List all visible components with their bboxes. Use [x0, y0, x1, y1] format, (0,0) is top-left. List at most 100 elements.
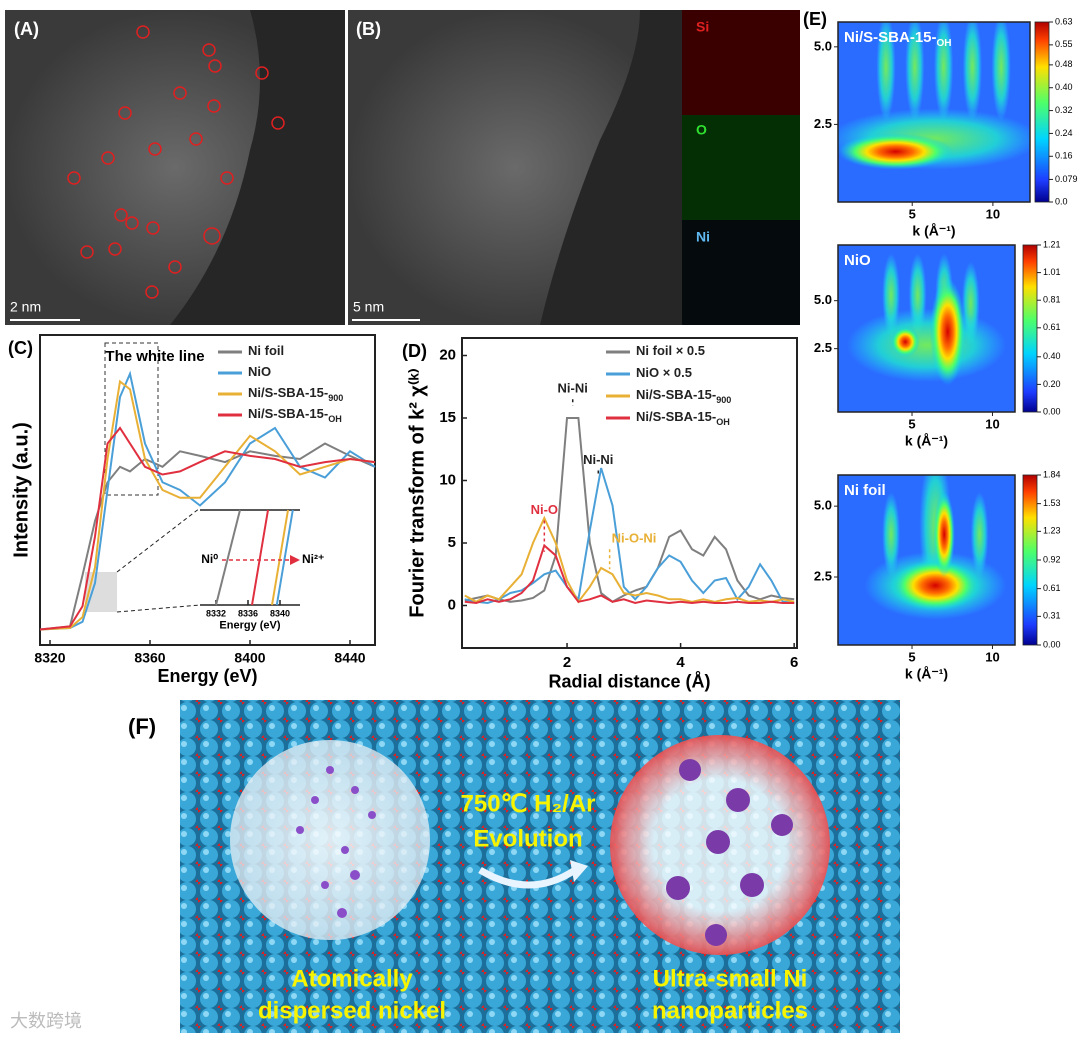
- panel-label: (C): [8, 338, 33, 358]
- series-line: [39, 442, 376, 631]
- single-atoms: [296, 766, 376, 918]
- map-texture: [864, 475, 1007, 620]
- panel-label: (D): [402, 341, 427, 361]
- colorbar-tick-label: 0.61: [1043, 322, 1061, 332]
- annotation: Ni-O: [531, 502, 558, 517]
- condition-label: Evolution: [473, 825, 582, 852]
- x-tick-label: 6: [790, 654, 798, 671]
- y-tick-label: 20: [439, 346, 456, 363]
- legend-name: Ni/S-SBA-15-: [248, 406, 328, 421]
- annotation: Ni-Ni: [558, 381, 588, 396]
- map-ni: [682, 220, 800, 325]
- plot-frame: [837, 244, 1016, 413]
- colorbar-tick-label: 0.40: [1043, 351, 1061, 361]
- ridge: [876, 22, 896, 121]
- colorbar-tick-label: 0.92: [1043, 554, 1061, 564]
- vacuum-region: [170, 10, 345, 325]
- condition-label: 750℃ H₂/Ar: [461, 790, 596, 817]
- map-label: Si: [696, 19, 709, 35]
- shift-arrow-head: [290, 555, 300, 565]
- x-axis-label: k (Å⁻¹): [912, 223, 955, 239]
- y-tick-label: 10: [439, 471, 456, 488]
- nanoparticles: [666, 759, 793, 946]
- series-line: [464, 515, 795, 604]
- bubble-atomic: [230, 740, 430, 940]
- plot-frame: [837, 474, 1016, 646]
- x-axis-label: Radial distance (Å): [548, 671, 710, 691]
- y-tick-label: 2.5: [814, 340, 832, 355]
- y-axis-label: Fourier transform of k² χ⁽ᵏ⁾: [406, 368, 428, 618]
- series-line: [39, 379, 376, 631]
- annotation: The white line: [105, 348, 204, 365]
- series-line: [39, 426, 376, 631]
- x-tick-label: 5: [908, 416, 915, 431]
- legend-label: Ni foil × 0.5: [636, 343, 705, 358]
- caption: dispersed nickel: [258, 997, 446, 1024]
- colorbar-tick-label: 0.48: [1055, 59, 1073, 69]
- legend-label: Ni/S-SBA-15-OH: [636, 409, 730, 427]
- series-line: [464, 467, 795, 605]
- legend-name: Ni/S-SBA-15-: [636, 387, 716, 402]
- series-line: [464, 417, 795, 603]
- edge-highlight: [85, 572, 117, 612]
- colorbar-tick-label: 1.53: [1043, 498, 1061, 508]
- x-axis-label: k (Å⁻¹): [905, 666, 948, 682]
- peak: [933, 492, 955, 577]
- colorbar-tick-label: 0.32: [1055, 105, 1073, 115]
- ridge: [970, 492, 989, 577]
- plot-frame: [461, 337, 798, 649]
- legend-name: Ni foil × 0.5: [636, 343, 705, 358]
- y-tick-label: 5.0: [814, 38, 832, 53]
- colorbar-tick-label: 0.63: [1055, 16, 1073, 26]
- plot-frame: [39, 334, 376, 646]
- x-tick-label: 10: [986, 206, 1000, 221]
- colorbar-tick-label: 0.81: [1043, 295, 1061, 305]
- peak: [838, 133, 954, 170]
- map-title: Ni foil: [844, 482, 886, 499]
- ridge: [934, 22, 954, 121]
- map-label: O: [696, 122, 707, 138]
- colorbar-tick-label: 0.24: [1055, 128, 1073, 138]
- y-tick-label: 2.5: [814, 116, 832, 131]
- annotation: Ni-Ni: [583, 452, 613, 467]
- map-title-main: Ni foil: [844, 482, 886, 499]
- panel-label: (E): [803, 9, 827, 29]
- annotation: Ni-O-Ni: [612, 531, 657, 546]
- peak: [891, 326, 920, 357]
- x-tick-label: 8440: [334, 650, 365, 666]
- white-line-box: [104, 342, 159, 496]
- inset-from: Ni⁰: [201, 552, 218, 566]
- legend-label: NiO × 0.5: [636, 365, 692, 380]
- colorbar-tick-label: 0.16: [1055, 151, 1073, 161]
- colorbar: [1022, 474, 1038, 646]
- ridge: [846, 308, 1007, 382]
- x-tick-label: 8320: [34, 650, 65, 666]
- series-line: [215, 509, 241, 606]
- legend-label: Ni/S-SBA-15-OH: [248, 406, 342, 424]
- map-title: NiO: [844, 252, 871, 269]
- y-tick-label: 2.5: [814, 568, 832, 583]
- y-tick-label: 15: [439, 409, 456, 426]
- colorbar: [1022, 244, 1038, 413]
- y-tick-label: 5: [448, 534, 456, 551]
- map-texture: [846, 253, 1007, 386]
- x-tick-label: 8340: [270, 608, 290, 618]
- legend-name: NiO × 0.5: [636, 365, 692, 380]
- y-tick-label: 5.0: [814, 498, 832, 513]
- x-tick-label: 5: [909, 206, 916, 221]
- x-axis-label: Energy (eV): [157, 666, 257, 686]
- legend-name: NiO: [248, 364, 271, 379]
- colorbar: [1034, 21, 1050, 203]
- legend-name: Ni/S-SBA-15-: [248, 385, 328, 400]
- x-tick-label: 8332: [206, 608, 226, 618]
- colorbar-tick-label: 0.0: [1055, 196, 1068, 206]
- inset-to: Ni²⁺: [302, 552, 324, 566]
- zoom-line: [116, 507, 201, 573]
- map-title-main: NiO: [844, 252, 871, 269]
- series-line: [464, 543, 795, 605]
- colorbar-tick-label: 0.079: [1055, 174, 1078, 184]
- x-tick-label: 2: [563, 654, 571, 671]
- atom-markers: [67, 25, 285, 299]
